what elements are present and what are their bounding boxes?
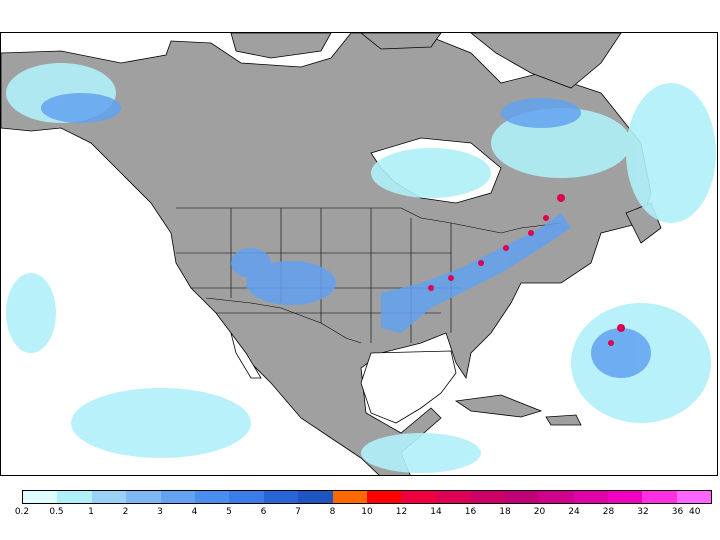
colorbar-tick-label: 40 [689, 507, 701, 517]
colorbar-swatch [229, 491, 264, 503]
heavy-cell-1 [557, 194, 565, 202]
precip-great-basin [231, 248, 271, 278]
colorbar-tick-label: 36 [671, 507, 684, 517]
precip-atlantic-storm [591, 328, 651, 378]
heavy-cell-5 [478, 260, 484, 266]
colorbar-swatch [57, 491, 92, 503]
precip-band-ohio-valley [381, 213, 571, 333]
heavy-cell-4 [503, 245, 509, 251]
colorbar-swatch [367, 491, 402, 503]
heavy-cell-7 [428, 285, 434, 291]
colorbar-tick-label: 32 [637, 507, 649, 517]
colorbar-swatch [642, 491, 677, 503]
map-panel [0, 32, 718, 476]
heavy-cell-3 [528, 230, 534, 236]
precip-heavy-layer [428, 194, 625, 346]
colorbar-swatch [435, 491, 471, 503]
colorbar-swatch [573, 491, 608, 503]
colorbar-swatch [539, 491, 574, 503]
gulf-of-california [230, 332, 262, 379]
arctic-island-1 [230, 33, 332, 59]
arctic-island-2 [360, 33, 442, 50]
colorbar-tick-label: 24 [568, 507, 580, 517]
colorbar-swatch [91, 491, 127, 503]
colorbar-legend [22, 490, 712, 504]
precip-quebec [501, 98, 581, 128]
us-mexico-border [205, 297, 362, 344]
colorbar-tick-label: 4 [191, 507, 198, 517]
heavy-cell-6 [448, 275, 454, 281]
colorbar-tick-label: 7 [295, 507, 301, 517]
heavy-cell-8 [617, 324, 625, 332]
colorbar-swatch [263, 491, 299, 503]
colorbar-tick-label: 6 [260, 507, 267, 517]
colorbar-tick-label: 18 [499, 507, 511, 517]
colorbar-swatch [23, 491, 58, 503]
colorbar-swatch [332, 491, 368, 503]
colorbar-tick-label: 8 [329, 507, 336, 517]
colorbar-tick-label: 3 [157, 507, 163, 517]
greenland [470, 33, 622, 89]
colorbar-tick-label: 0.5 [49, 507, 64, 517]
colorbar-tick-label: 28 [602, 507, 615, 517]
heavy-cell-2 [543, 215, 549, 221]
colorbar-tick-label: 12 [395, 507, 408, 517]
colorbar-labels: 0.2 0.5 1 2 3 4 5 6 7 8 10 12 14 16 18 20 24 28 32 36 40 [0, 507, 720, 521]
colorbar-tick-label: 1 [88, 507, 94, 517]
precip-alaska-interior [41, 93, 121, 123]
precip-medium-layer [41, 93, 651, 378]
precip-pacific-south [71, 388, 251, 458]
colorbar-tick-label: 0.2 [14, 507, 30, 517]
colorbar-tick-label: 16 [464, 507, 477, 517]
colorbar-tick-label: 2 [122, 507, 129, 517]
colorbar-swatch [470, 491, 505, 503]
colorbar-swatch [126, 491, 161, 503]
boundaries-layer [176, 207, 562, 344]
colorbar-swatch [607, 491, 643, 503]
colorbar-swatch [160, 491, 196, 503]
precip-central-america [361, 433, 481, 473]
colorbar-swatch [298, 491, 333, 503]
colorbar-tick-label: 20 [533, 507, 546, 517]
hispaniola [545, 414, 582, 426]
precip-pacific-west [6, 273, 56, 353]
colorbar-tick-label: 14 [430, 507, 442, 517]
colorbar-tick-label: 5 [226, 507, 232, 517]
colorbar-swatch [504, 491, 540, 503]
heavy-cell-9 [608, 340, 614, 346]
precip-rockies [246, 261, 336, 305]
gulf-of-mexico [360, 350, 457, 424]
colorbar-tick-label: 10 [361, 507, 373, 517]
colorbar-swatch [401, 491, 436, 503]
precip-hudson [371, 148, 491, 198]
colorbar-swatch [195, 491, 230, 503]
precip-greenland [626, 83, 716, 223]
cuba [454, 394, 543, 418]
precipitation-map [1, 33, 716, 475]
colorbar-swatch [676, 491, 712, 503]
